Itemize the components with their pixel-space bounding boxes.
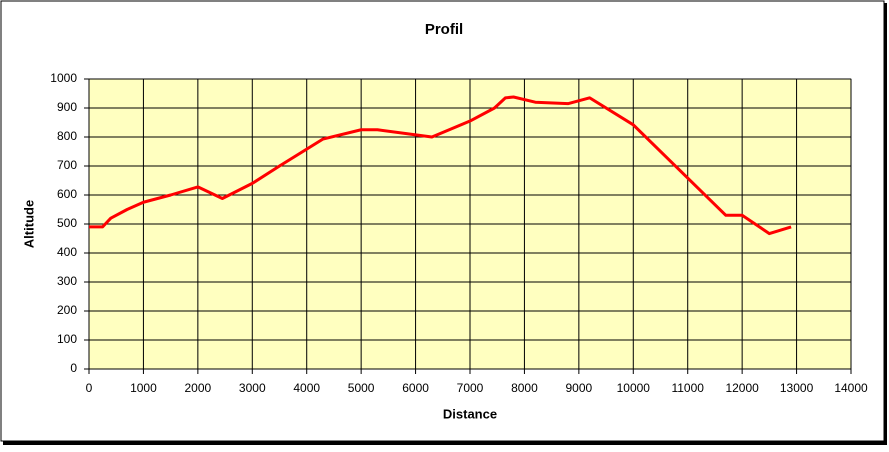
x-tick-label: 9000 [566,381,593,395]
x-tick-label: 0 [86,381,93,395]
x-tick-label: 6000 [402,381,429,395]
x-tick-label: 5000 [348,381,375,395]
x-tick-label: 7000 [457,381,484,395]
y-tick-label: 700 [57,158,77,172]
y-tick-label: 600 [57,187,77,201]
x-tick-label: 11000 [671,381,704,395]
y-axis-label: Altitude [21,200,36,248]
y-tick-label: 300 [57,274,77,288]
y-tick-label: 400 [57,245,77,259]
x-tick-label: 1000 [130,381,157,395]
x-tick-label: 3000 [239,381,266,395]
y-tick-label: 200 [57,303,77,317]
x-tick-label: 8000 [511,381,538,395]
chart-title: Profil [425,21,463,38]
y-tick-label: 500 [57,216,77,230]
x-axis-label: Distance [443,406,497,421]
y-tick-label: 0 [70,361,77,375]
y-tick-label: 900 [57,100,77,114]
x-tick-label: 12000 [725,381,759,395]
x-tick-label: 4000 [293,381,320,395]
y-tick-label: 800 [57,129,77,143]
x-tick-label: 13000 [780,381,814,395]
y-tick-label: 100 [57,332,77,346]
x-tick-label: 14000 [834,381,868,395]
x-tick-label: 2000 [185,381,212,395]
y-tick-label: 1000 [50,71,77,85]
x-tick-label: 10000 [617,381,651,395]
data-line [89,95,792,236]
